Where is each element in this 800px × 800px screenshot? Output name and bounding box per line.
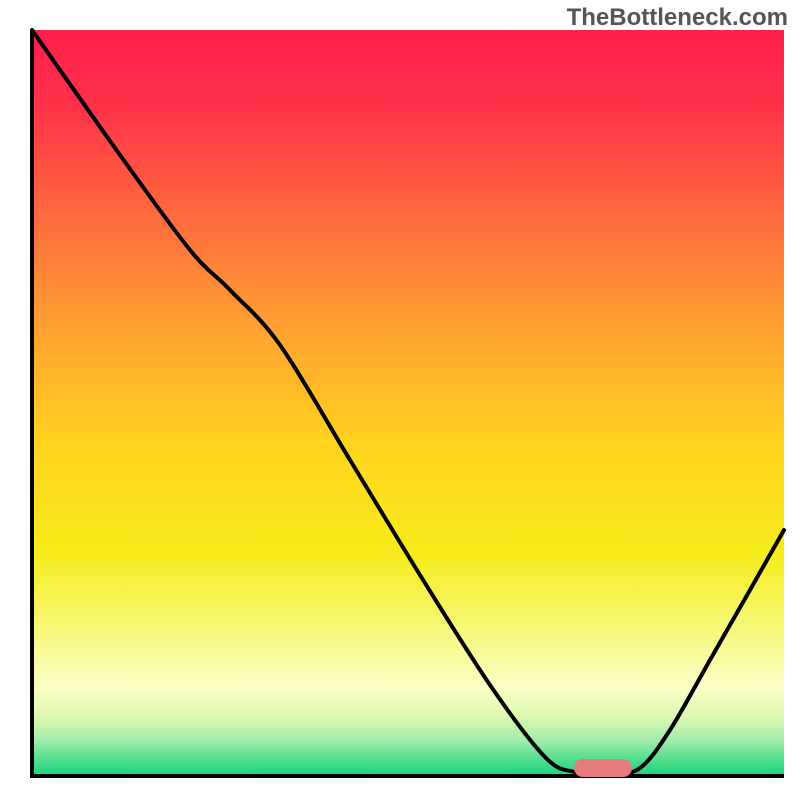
watermark-text: TheBottleneck.com bbox=[567, 4, 788, 32]
optimum-marker bbox=[574, 759, 632, 777]
bottleneck-curve bbox=[0, 0, 800, 800]
bottleneck-chart: TheBottleneck.com bbox=[0, 0, 800, 800]
